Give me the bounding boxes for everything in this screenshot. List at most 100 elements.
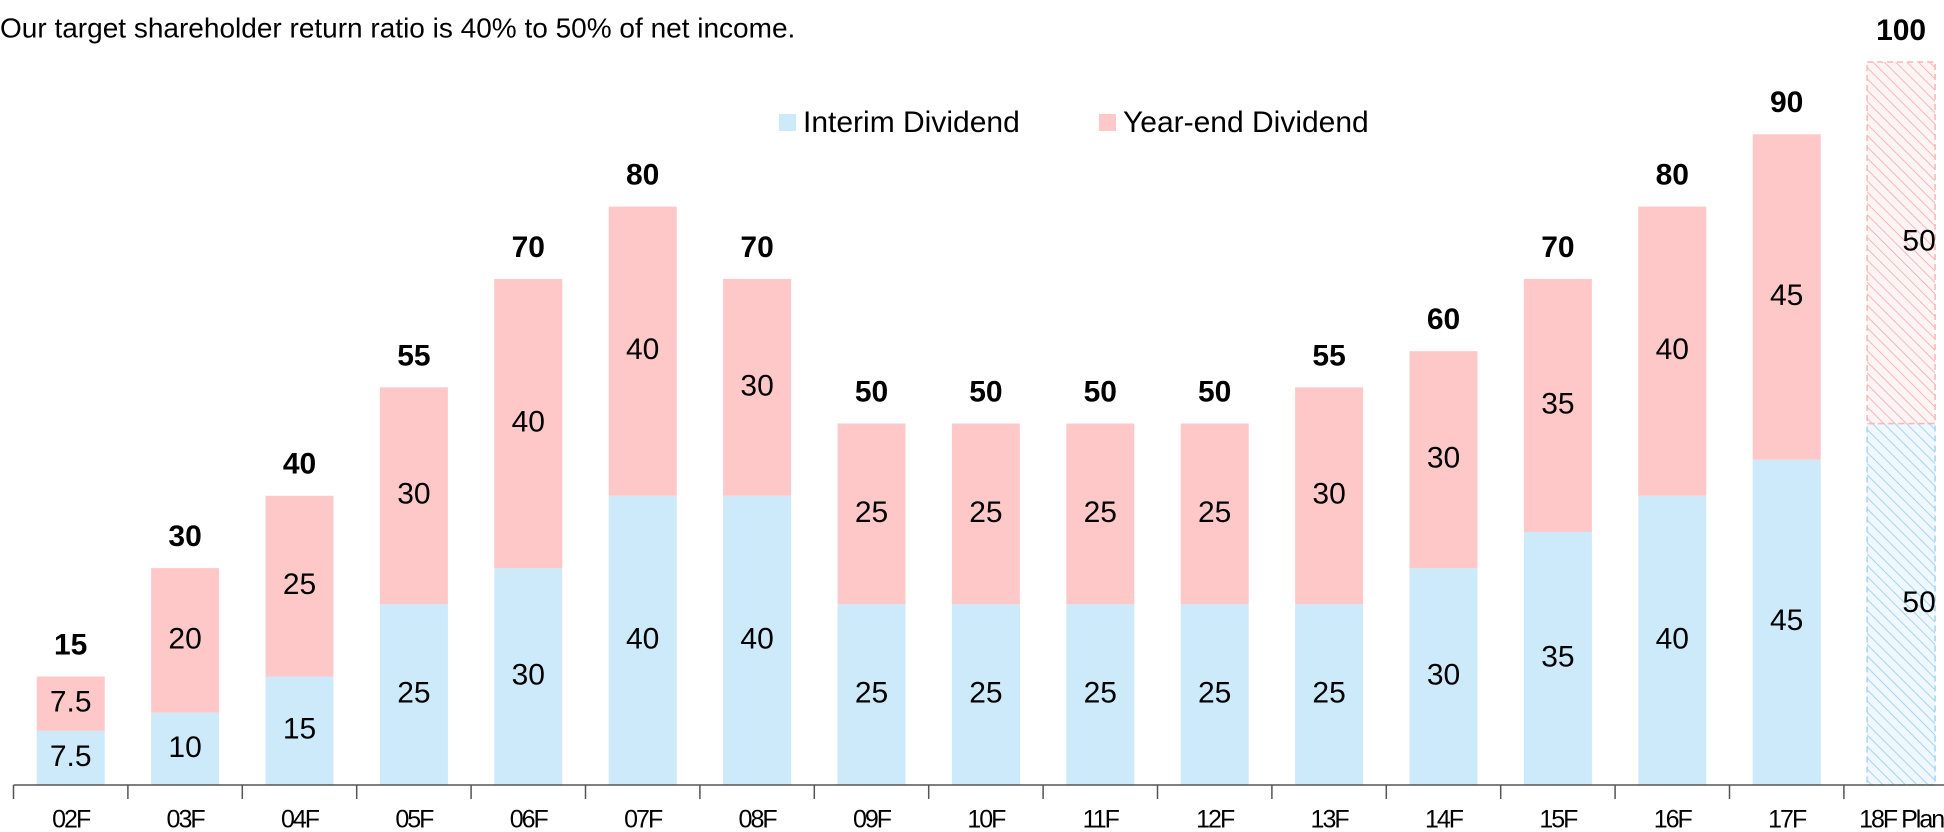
segment-label: 35 (1541, 387, 1574, 420)
x-tick-label: 14F (1425, 806, 1464, 832)
bar-segment (1638, 495, 1707, 785)
bar-segment (837, 423, 906, 605)
bar-segment (837, 604, 906, 785)
segment-label: 10 (168, 731, 201, 764)
segment-label: 25 (283, 568, 316, 601)
x-tick-label: 16F (1654, 806, 1693, 832)
x-tick-label: 10F (967, 806, 1006, 832)
chart-title: Our target shareholder return ratio is 4… (0, 12, 795, 43)
segment-label: 20 (168, 622, 201, 655)
legend-label: Year-end Dividend (1123, 106, 1369, 139)
total-label: 80 (1656, 159, 1689, 192)
bar-segment (1409, 568, 1478, 785)
total-label: 40 (283, 448, 316, 481)
x-tick-label: 15F (1539, 806, 1578, 832)
bar-segment (1752, 459, 1821, 785)
bar-segment (1066, 604, 1135, 785)
segment-label: 25 (1198, 496, 1231, 529)
total-label: 100 (1876, 14, 1926, 47)
total-label: 50 (1198, 375, 1231, 408)
bar-segment (1295, 387, 1364, 605)
x-tick-label: 18F Plan (1859, 806, 1944, 832)
bar-segment (494, 568, 563, 785)
segment-label: 40 (740, 622, 773, 655)
segment-label: 25 (969, 496, 1002, 529)
bar-segment (723, 495, 792, 785)
segment-label: 25 (1084, 677, 1117, 710)
legend-swatch (779, 114, 796, 131)
segment-label: 50 (1902, 225, 1935, 258)
bar-segment (723, 278, 792, 496)
segment-label: 30 (1427, 442, 1460, 475)
bar-segment (951, 604, 1020, 785)
bar-segment (151, 568, 220, 713)
legend-swatch (1099, 114, 1116, 131)
segment-label: 40 (626, 333, 659, 366)
segment-label: 35 (1541, 640, 1574, 673)
bar-segment (379, 604, 448, 785)
bar-segment (379, 387, 448, 605)
segment-label: 40 (1656, 333, 1689, 366)
x-tick-label: 09F (853, 806, 892, 832)
segment-label: 45 (1770, 279, 1803, 312)
segment-label: 7.5 (50, 740, 92, 773)
x-tick-label: 05F (395, 806, 434, 832)
total-label: 70 (1541, 231, 1574, 264)
bar-segment (1866, 422, 1936, 786)
bar-segment (1180, 423, 1249, 605)
total-label: 50 (1084, 375, 1117, 408)
bar-segment (608, 495, 677, 785)
segment-label: 40 (626, 622, 659, 655)
segment-label: 50 (1902, 586, 1935, 619)
segment-label: 25 (969, 677, 1002, 710)
segment-label: 30 (1312, 478, 1345, 511)
segment-label: 30 (1427, 658, 1460, 691)
total-label: 50 (855, 375, 888, 408)
x-tick-label: 11F (1083, 806, 1120, 832)
total-label: 80 (626, 159, 659, 192)
segment-label: 30 (512, 658, 545, 691)
total-label: 70 (512, 231, 545, 264)
total-label: 30 (168, 520, 201, 553)
bar-segment (1066, 423, 1135, 605)
bar-segment (36, 676, 105, 731)
x-tick-label: 07F (624, 806, 663, 832)
bar-segment (1180, 604, 1249, 785)
segment-label: 45 (1770, 604, 1803, 637)
segment-label: 25 (855, 496, 888, 529)
segment-label: 30 (397, 478, 430, 511)
total-label: 50 (969, 375, 1002, 408)
total-label: 55 (397, 339, 430, 372)
segment-label: 15 (283, 713, 316, 746)
x-tick-label: 06F (510, 806, 549, 832)
x-tick-label: 02F (52, 806, 91, 832)
bar-segment (1523, 278, 1592, 532)
bar-segment (36, 730, 105, 785)
total-label: 55 (1312, 339, 1345, 372)
total-label: 90 (1770, 86, 1803, 119)
total-label: 70 (740, 231, 773, 264)
segment-label: 25 (855, 677, 888, 710)
total-label: 15 (54, 628, 87, 661)
x-tick-label: 03F (167, 806, 206, 832)
segment-label: 7.5 (50, 686, 92, 719)
bar-segment (951, 423, 1020, 605)
bar-segment (1409, 351, 1478, 569)
x-tick-label: 17F (1768, 806, 1807, 832)
bar-segment (1638, 206, 1707, 496)
bar-segment (151, 712, 220, 785)
bar-segment (1866, 61, 1936, 425)
bar-segment (494, 278, 563, 569)
segment-label: 25 (1084, 496, 1117, 529)
bar-segment (1752, 134, 1821, 460)
segment-label: 40 (1656, 622, 1689, 655)
segment-label: 25 (1312, 677, 1345, 710)
total-label: 60 (1427, 303, 1460, 336)
bar-segment (1523, 531, 1592, 785)
segment-label: 25 (397, 677, 430, 710)
legend-label: Interim Dividend (803, 106, 1020, 139)
x-tick-label: 08F (739, 806, 778, 832)
x-tick-label: 04F (281, 806, 320, 832)
segment-label: 25 (1198, 677, 1231, 710)
